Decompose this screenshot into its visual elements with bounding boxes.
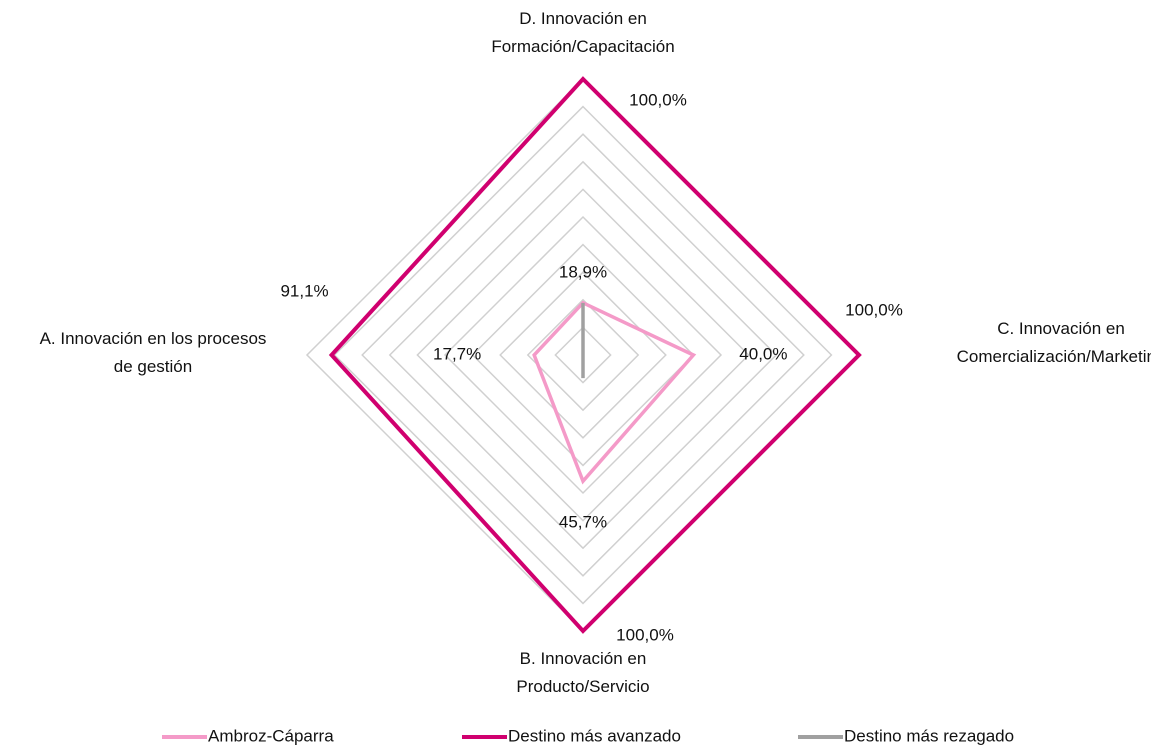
grid-ring <box>443 215 723 495</box>
category-label: C. Innovación en Comercialización/Marketi… <box>957 319 1151 366</box>
grid-ring <box>471 243 695 467</box>
data-label: 91,1% <box>280 281 328 300</box>
grid-ring <box>361 133 805 577</box>
series-line <box>532 300 697 485</box>
grid-ring <box>333 105 833 605</box>
data-label: 100,0% <box>629 90 687 109</box>
category-label: A. Innovación en los procesos de gestión <box>40 329 267 376</box>
data-label: 17,7% <box>433 344 481 363</box>
grid-ring <box>416 188 750 522</box>
legend-label: Destino más rezagado <box>844 726 1014 745</box>
category-label: D. Innovación en Formación/Capacitación <box>491 9 674 56</box>
grid-ring <box>526 298 640 412</box>
data-label: 40,0% <box>739 344 787 363</box>
data-label: 100,0% <box>616 625 674 644</box>
data-label: 45,7% <box>559 513 607 532</box>
legend-label: Destino más avanzado <box>508 726 681 745</box>
legend-label: Ambroz-Cáparra <box>208 726 334 745</box>
series-line <box>328 76 862 634</box>
category-label: B. Innovación en Producto/Servicio <box>516 649 649 696</box>
data-label: 100,0% <box>845 300 903 319</box>
grid-ring <box>554 326 612 384</box>
data-label: 18,9% <box>559 262 607 281</box>
grid-ring <box>388 160 778 550</box>
